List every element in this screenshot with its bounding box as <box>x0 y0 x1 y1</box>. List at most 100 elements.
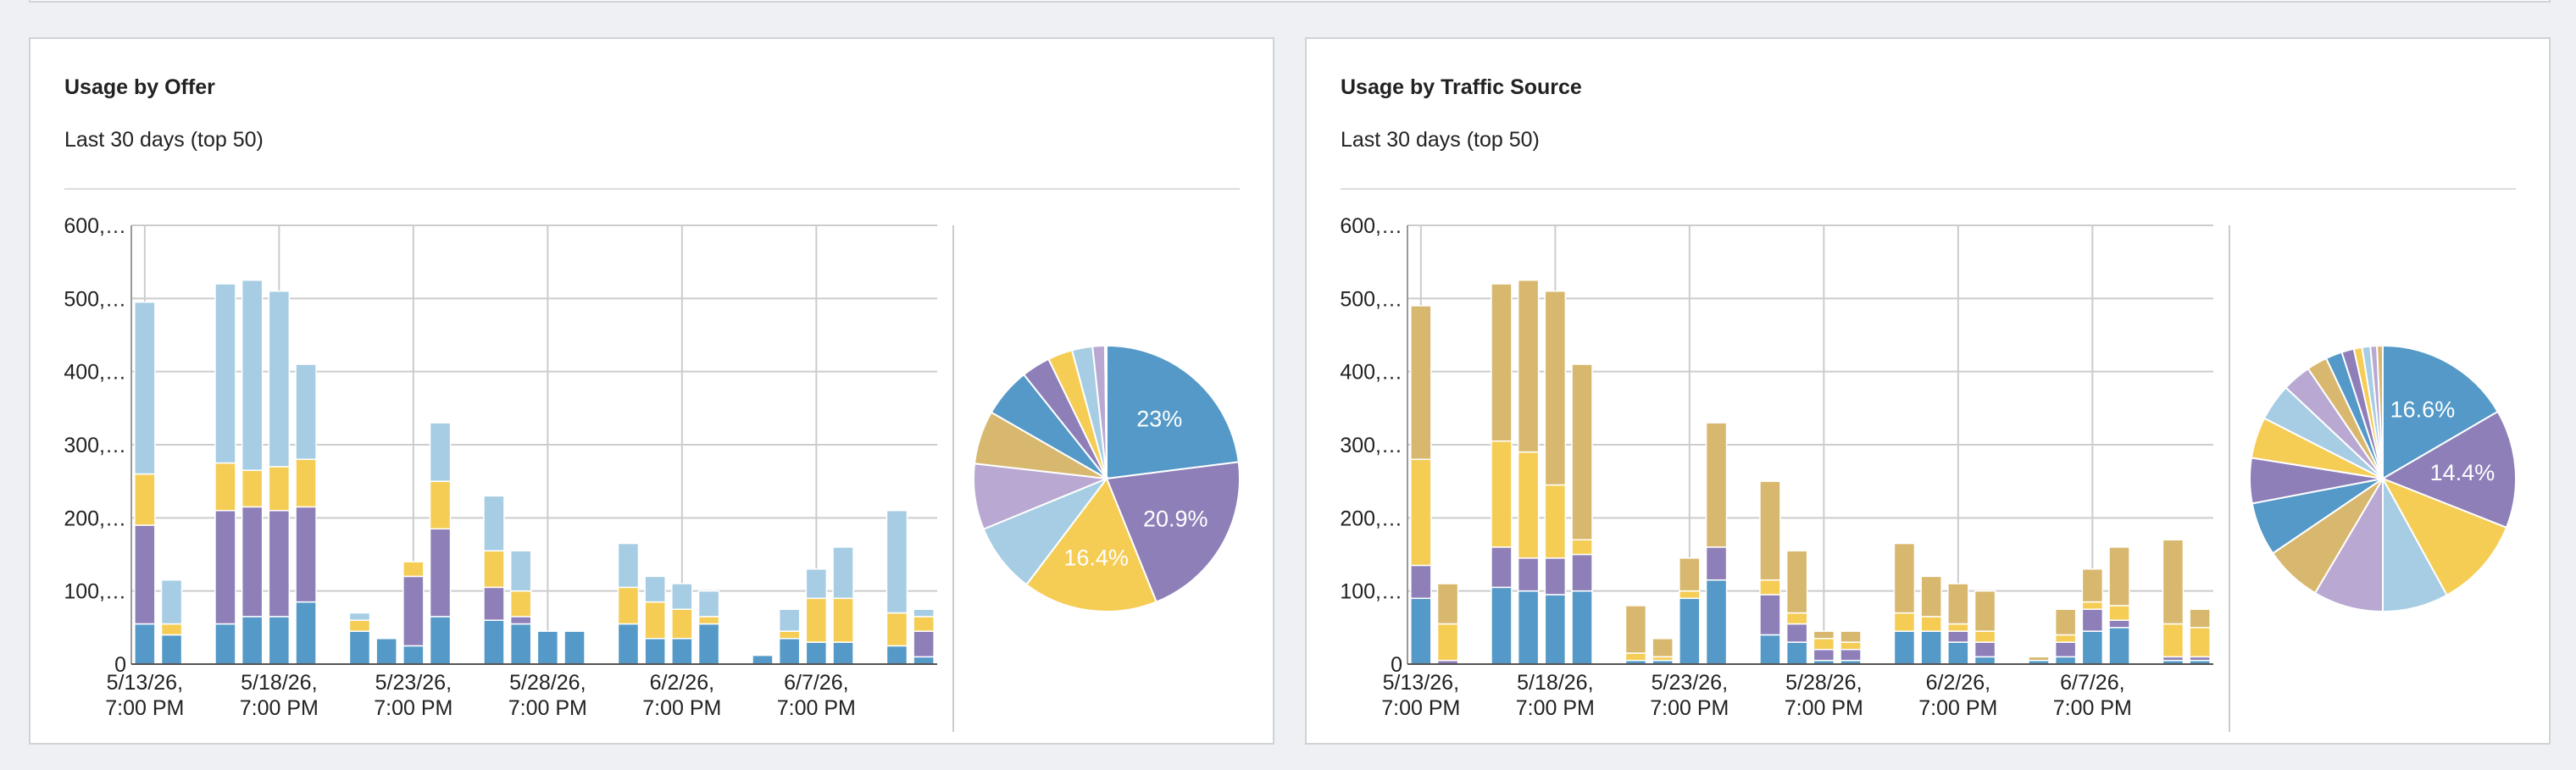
bar-segment <box>509 590 532 618</box>
bar-segment <box>2054 641 2077 658</box>
bar-segment <box>402 645 425 665</box>
pie-slice <box>1024 476 1158 612</box>
bar-segment <box>1813 630 1835 640</box>
bar-segment <box>886 645 908 665</box>
bar-segment <box>295 601 317 665</box>
bar-segment <box>644 601 666 640</box>
bar-segment <box>1544 557 1567 596</box>
bar-segment <box>1410 305 1432 461</box>
bar-segment <box>1436 623 1459 662</box>
bar-segment <box>805 568 828 600</box>
y-tick-label: 400,… <box>1340 361 1402 385</box>
bar-segment <box>1785 612 1808 625</box>
bar-segment <box>2108 627 2130 665</box>
bar-segment <box>1759 579 1781 596</box>
bar-segment <box>1947 641 1969 665</box>
bar-segment <box>1785 641 1808 665</box>
bar-segment <box>429 616 452 665</box>
bar-segment <box>913 608 935 618</box>
bar-segment <box>1491 546 1513 589</box>
bar-segment <box>671 638 693 665</box>
bar-segment <box>402 561 425 578</box>
bar-segment <box>509 616 532 625</box>
bar-segment <box>1624 605 1647 654</box>
bar-segment <box>671 583 693 610</box>
bar-segment <box>295 458 317 508</box>
x-tick-label: 5/13/26, 7:00 PM <box>1381 671 1460 720</box>
bar-segment <box>1785 623 1808 643</box>
bar-segment <box>617 586 640 625</box>
bar-segment <box>1920 575 1942 618</box>
bar-segment <box>1491 283 1513 442</box>
bar-segment <box>832 641 854 665</box>
bar-segment <box>2108 546 2130 607</box>
bar-segment <box>1571 553 1593 592</box>
bar-segment <box>1759 634 1781 665</box>
bar-segment <box>1813 648 1835 662</box>
bar-segment <box>2108 619 2130 629</box>
bar-segment <box>134 524 156 625</box>
bar-segment <box>1517 557 1540 592</box>
bar-segment <box>1679 597 1701 665</box>
y-tick-label: 600,… <box>64 214 126 238</box>
bar-segment <box>2162 539 2185 625</box>
bar-segment <box>160 579 183 625</box>
x-tick-label: 5/18/26, 7:00 PM <box>1516 671 1595 720</box>
y-tick-label: 0 <box>1391 653 1402 677</box>
y-tick-label: 600,… <box>1340 214 1402 238</box>
bar-segment <box>1410 564 1432 600</box>
x-tick-label: 6/2/26, 7:00 PM <box>642 671 721 720</box>
bar-segment <box>1544 484 1567 559</box>
bar-segment <box>564 630 586 665</box>
bar-segment <box>1679 590 1701 600</box>
bar-segment <box>214 462 236 512</box>
bar-segment <box>134 301 156 475</box>
bar-segment <box>1517 451 1540 559</box>
bar-segment <box>2081 568 2104 603</box>
bar-segment <box>295 506 317 603</box>
bar-segment <box>778 638 801 665</box>
bar-segment <box>1920 630 1942 665</box>
bar-segment <box>1517 280 1540 453</box>
bar-segment <box>348 630 371 665</box>
pie-slice <box>2380 477 2508 596</box>
bar-segment <box>913 616 935 632</box>
bar-segment <box>160 623 183 636</box>
bar-segment <box>1947 630 1969 643</box>
bar-segment <box>429 528 452 618</box>
y-tick-label: 100,… <box>64 580 126 604</box>
bar-segment <box>1785 550 1808 614</box>
bar-segment <box>2081 608 2104 632</box>
x-tick-label: 5/28/26, 7:00 PM <box>508 671 587 720</box>
bar-segment <box>214 509 236 625</box>
x-tick-label: 6/7/26, 7:00 PM <box>2053 671 2132 720</box>
bar-segment <box>348 612 371 621</box>
bar-segment <box>1840 630 1862 643</box>
bar-segment <box>268 466 291 512</box>
bar-segment <box>134 473 156 526</box>
bar-segment <box>1544 290 1567 486</box>
pie-slice <box>2313 475 2384 613</box>
bar-segment <box>1544 594 1567 665</box>
bar-segment <box>483 619 505 665</box>
bar-segment <box>2189 627 2211 658</box>
bar-segment <box>1679 557 1701 592</box>
card-title: Usage by Traffic Source <box>1341 75 1582 99</box>
bar-segment <box>805 597 828 643</box>
bar-segment <box>1652 638 1674 658</box>
bar-segment <box>617 542 640 589</box>
bar-segment <box>483 586 505 621</box>
bar-segment <box>778 630 801 640</box>
bar-segment <box>1491 586 1513 665</box>
pie-label: 20.9% <box>1143 507 1208 532</box>
bar-segment <box>241 506 264 618</box>
y-tick-label: 500,… <box>64 287 126 311</box>
bar-segment <box>429 422 452 482</box>
y-tick-label: 200,… <box>1340 507 1402 530</box>
bar-segment <box>1624 652 1647 662</box>
bar-segment <box>1571 363 1593 540</box>
card-subtitle: Last 30 days (top 50) <box>1341 128 1540 152</box>
bar-segment <box>1947 583 1969 625</box>
bar-segment <box>1893 612 1916 632</box>
bar-segment <box>886 612 908 647</box>
